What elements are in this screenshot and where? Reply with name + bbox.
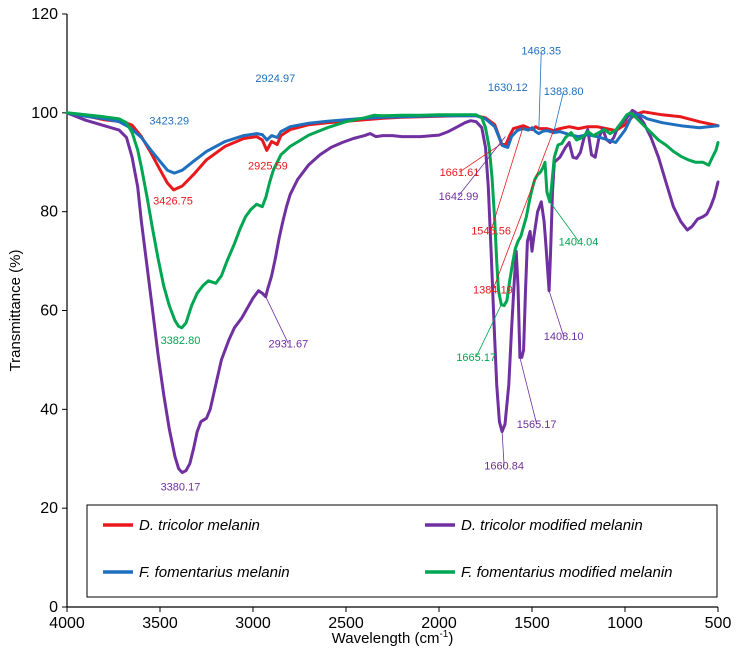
- axes: 0 20 40 60 80 100 120 4000 3500 3000 2500 2000 1500 1…: [7, 6, 731, 647]
- peak-annotation: 1565.17: [517, 419, 557, 431]
- x-tick-label: 500: [705, 615, 732, 632]
- legend-entry-label: D. tricolor modified melanin: [461, 517, 643, 534]
- peak-annotation: 1383.80: [544, 86, 584, 98]
- annotation-leader: [265, 296, 289, 344]
- annotation-layer: 3426.75 2925.59 1661.61 1545.56 1384.19 3423.…: [149, 46, 598, 494]
- peak-annotation: 2924.97: [255, 73, 295, 85]
- annotation-leader: [492, 130, 554, 290]
- peak-annotation: 2931.67: [268, 339, 308, 351]
- series-line-1: [65, 108, 720, 475]
- annotation-leader: [459, 143, 503, 173]
- x-tick-label: 3500: [142, 615, 178, 632]
- annotation-leader: [458, 136, 506, 197]
- legend-box: [86, 504, 718, 598]
- y-tick-label: 20: [40, 500, 58, 517]
- peak-annotation: 2925.59: [248, 161, 288, 173]
- peak-annotation: 1545.56: [471, 225, 511, 237]
- peak-annotation: 3426.75: [153, 195, 193, 207]
- x-axis-label: Wavelength (cm-1): [332, 629, 454, 647]
- y-tick-label: 40: [40, 401, 58, 418]
- peak-annotation: 1463.35: [521, 46, 561, 58]
- x-tick-label: 1000: [607, 615, 643, 632]
- x-tick-label: 4000: [49, 615, 85, 632]
- peak-annotation: 1665.17: [456, 352, 496, 364]
- y-tick-label: 100: [31, 105, 58, 122]
- legend-entry-label: F. fomentarius modified melanin: [461, 564, 673, 581]
- annotation-leader: [548, 290, 565, 337]
- peak-annotation: 3382.80: [161, 335, 201, 347]
- annotation-leader: [490, 125, 524, 231]
- peak-annotation: 1404.04: [559, 236, 599, 248]
- x-tick-label: 3000: [235, 615, 271, 632]
- peak-annotation: 1660.84: [484, 461, 524, 473]
- peak-annotation: 1642.99: [439, 191, 479, 203]
- annotation-leader: [475, 304, 502, 358]
- peak-annotation: 3423.29: [149, 116, 189, 128]
- peak-annotation: 1661.61: [440, 167, 480, 179]
- series-layer: [65, 108, 720, 475]
- x-tick-label: 2000: [421, 615, 457, 632]
- y-tick-label: 80: [40, 204, 58, 221]
- legend-entry-label: D. tricolor melanin: [139, 517, 260, 534]
- annotation-leader: [538, 50, 542, 131]
- series-line-3: [65, 111, 720, 330]
- y-tick-label: 0: [49, 599, 58, 616]
- y-axis-label: Transmittance (%): [7, 250, 24, 372]
- annotation-leader: [549, 201, 579, 242]
- annotation-leader: [519, 357, 538, 425]
- legend-entry-label: F. fomentarius melanin: [139, 564, 290, 581]
- legend: D. tricolor melanin D. tricolor modified …: [86, 504, 718, 598]
- x-tick-label: 1500: [514, 615, 550, 632]
- peak-annotation: 1408.10: [544, 331, 584, 343]
- peak-annotation: 1384.19: [473, 285, 513, 297]
- y-tick-label: 60: [40, 303, 58, 320]
- x-tick-label: 2500: [328, 615, 364, 632]
- y-tick-label: 120: [31, 6, 58, 23]
- peak-annotation: 1630.12: [488, 82, 528, 94]
- peak-annotation: 3380.17: [161, 481, 201, 493]
- annotation-leader: [501, 431, 505, 466]
- annotation-leader: [553, 90, 565, 133]
